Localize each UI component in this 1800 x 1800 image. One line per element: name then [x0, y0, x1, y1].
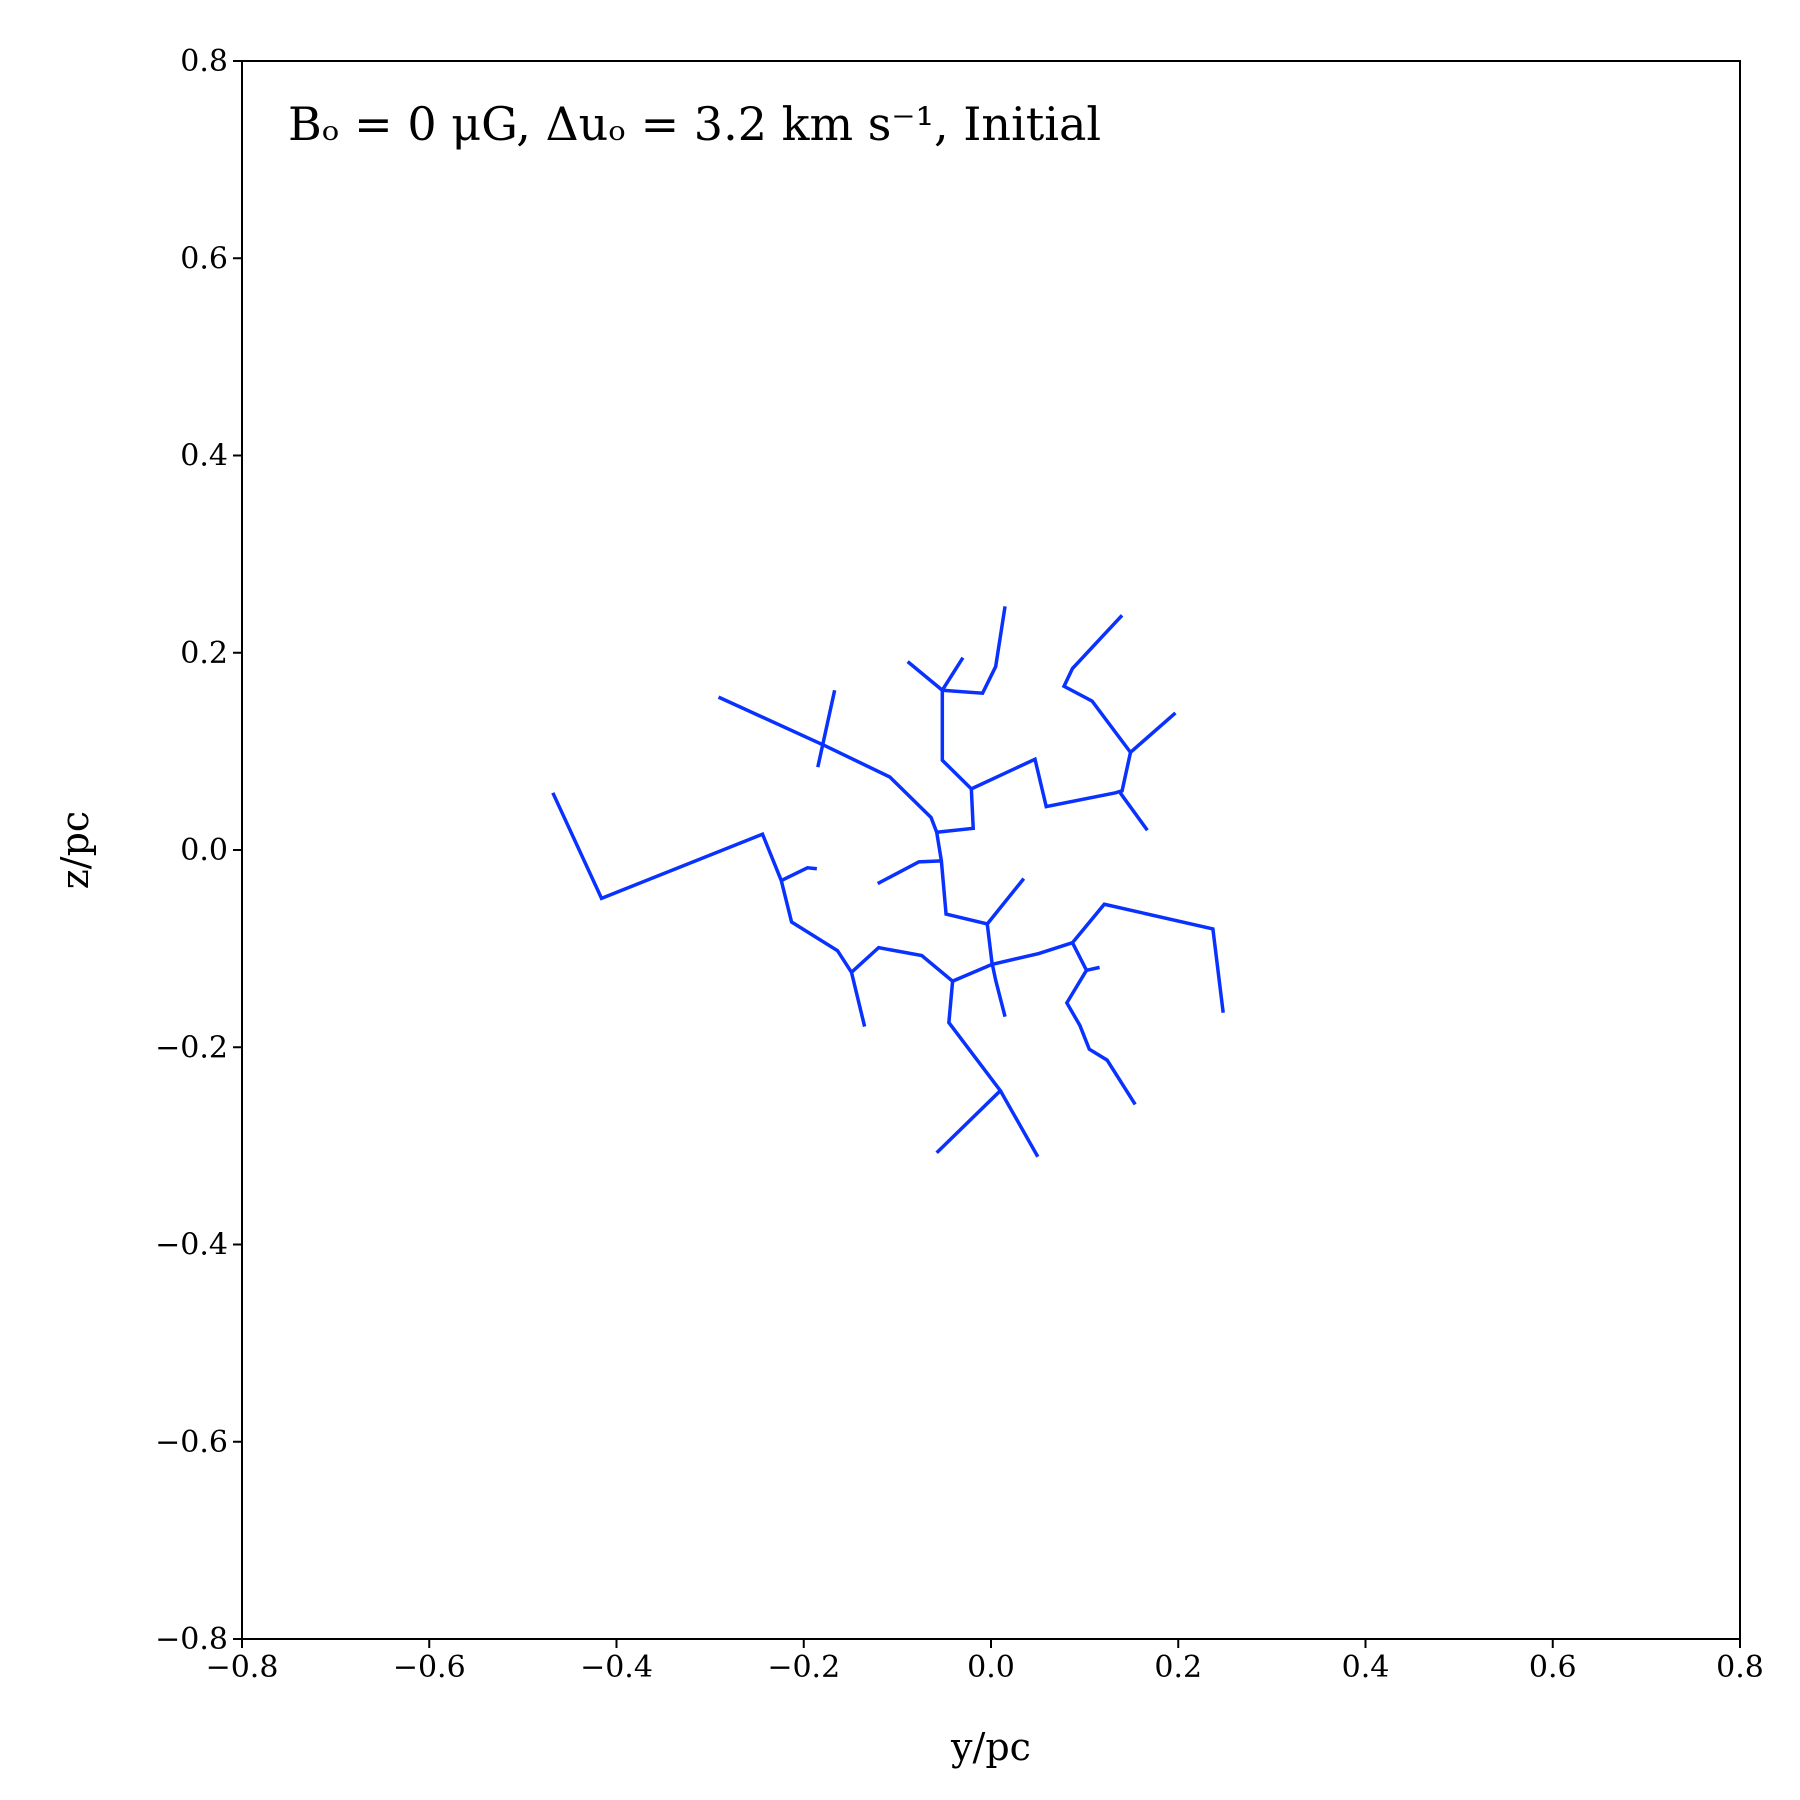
y-tick-label: 0.0 — [180, 833, 228, 868]
filament — [717, 695, 1007, 1018]
y-tick-label: 0.2 — [180, 636, 228, 671]
x-tick-label: −0.6 — [393, 1650, 466, 1685]
x-axis-label: y/pc — [950, 1725, 1031, 1769]
x-tick-label: 0.2 — [1154, 1650, 1202, 1685]
filament — [780, 865, 818, 883]
y-tick-label: 0.4 — [180, 439, 228, 474]
y-tick-label: −0.2 — [155, 1030, 228, 1065]
y-axis-label: z/pc — [53, 811, 97, 889]
filament — [1064, 941, 1137, 1106]
filament — [998, 1089, 1040, 1158]
filament — [876, 859, 942, 886]
filament — [935, 981, 1003, 1155]
filament — [816, 689, 837, 768]
y-tick-label: 0.6 — [180, 241, 228, 276]
filament — [1118, 791, 1149, 832]
x-tick-label: −0.4 — [580, 1650, 653, 1685]
x-tick-label: 0.4 — [1342, 1650, 1390, 1685]
filament — [850, 902, 1225, 1013]
filament — [906, 660, 976, 834]
chart-title: Bₒ = 0 μG, Δuₒ = 3.2 km s⁻¹, Initial — [288, 97, 1101, 151]
y-tick-label: 0.8 — [180, 44, 228, 79]
x-tick-label: −0.2 — [767, 1650, 840, 1685]
filament — [1086, 965, 1100, 973]
x-tick-label: −0.8 — [206, 1650, 279, 1685]
y-tick-label: −0.4 — [155, 1228, 228, 1263]
x-tick-label: 0.0 — [967, 1650, 1015, 1685]
filament — [985, 877, 1026, 926]
filament — [970, 711, 1177, 809]
y-tick-label: −0.6 — [155, 1425, 228, 1460]
filament — [551, 792, 867, 1027]
filament — [1061, 614, 1132, 754]
plot-frame — [241, 60, 1741, 1640]
y-tick-label: −0.8 — [155, 1622, 228, 1657]
filament — [940, 656, 965, 692]
x-tick-label: 0.8 — [1716, 1650, 1764, 1685]
filament — [942, 606, 1007, 696]
x-tick-label: 0.6 — [1529, 1650, 1577, 1685]
